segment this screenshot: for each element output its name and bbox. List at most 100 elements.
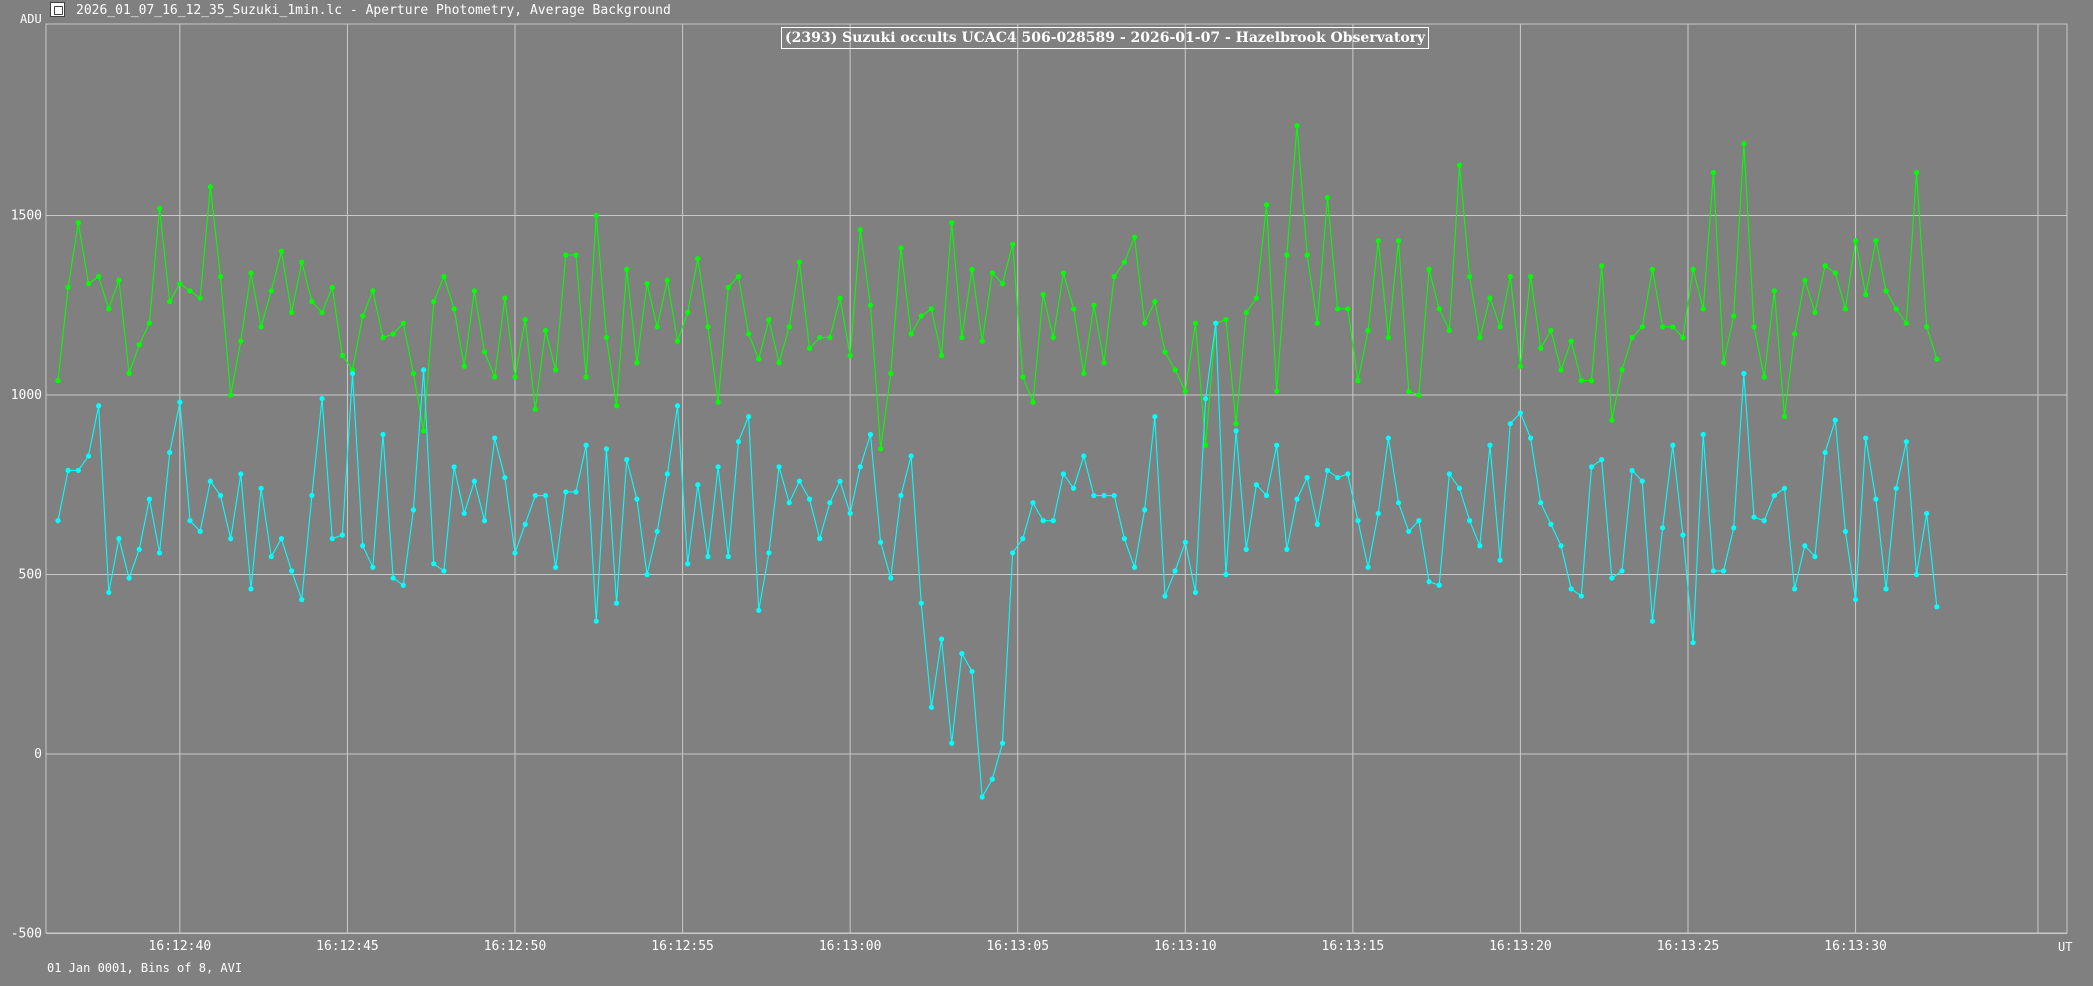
comparison-point (685, 309, 691, 316)
comparison-point (766, 317, 772, 323)
target-point (299, 597, 305, 603)
target-point (1101, 492, 1107, 499)
target-point (1050, 518, 1056, 524)
comparison-point (1121, 259, 1127, 265)
comparison-point (1487, 295, 1493, 301)
target-point (644, 571, 650, 578)
target-point (1020, 536, 1026, 542)
comparison-point (96, 273, 102, 280)
comparison-point (461, 363, 467, 369)
comparison-point (1355, 378, 1361, 384)
target-point (674, 403, 681, 409)
target-point (1314, 521, 1320, 527)
target-point (1395, 500, 1402, 506)
comparison-point (228, 392, 234, 398)
comparison-point (817, 334, 823, 341)
target-point (1040, 518, 1046, 524)
target-point (553, 564, 559, 570)
comparison-point (278, 248, 285, 254)
target-point (1781, 485, 1788, 491)
target-point (1446, 471, 1452, 477)
target-point (1284, 546, 1290, 552)
comparison-point (329, 284, 335, 290)
target-point (1192, 589, 1199, 596)
target-point (1629, 467, 1635, 473)
target-point (187, 518, 193, 524)
target-point (339, 532, 345, 538)
target-point (410, 507, 417, 513)
target-point (786, 500, 792, 506)
target-point (1131, 564, 1138, 570)
window-title: 2026_01_07_16_12_35_Suzuki_1min.lc - Ape… (76, 3, 671, 18)
target-point (806, 496, 813, 502)
target-point (197, 528, 203, 535)
comparison-point (471, 288, 477, 294)
comparison-point (1070, 306, 1077, 312)
comparison-point (502, 295, 508, 301)
comparison-point (522, 317, 528, 323)
target-point (634, 496, 640, 502)
comparison-point (238, 338, 244, 344)
target-point (238, 471, 244, 477)
target-point (938, 636, 945, 642)
target-point (481, 518, 488, 524)
comparison-point (1883, 288, 1889, 294)
comparison-point (1456, 162, 1463, 168)
target-point (1243, 546, 1249, 552)
grid-layer (45, 23, 2068, 934)
comparison-point (573, 252, 579, 258)
target-point (563, 489, 569, 495)
comparison-point (85, 281, 92, 287)
comparison-point (1203, 442, 1209, 448)
comparison-point (867, 302, 874, 308)
target-point (735, 439, 742, 445)
target-point (817, 536, 823, 542)
comparison-point (1263, 202, 1270, 208)
x-tick-label: 16:13:15 (1322, 939, 1385, 954)
target-point (1832, 417, 1838, 423)
comparison-point (1934, 356, 1940, 362)
comparison-point (969, 266, 975, 272)
comparison-point (664, 277, 670, 283)
target-point (1883, 586, 1889, 592)
comparison-point (512, 374, 518, 380)
target-point (380, 431, 386, 438)
comparison-point (1243, 309, 1249, 316)
comparison-point (1660, 324, 1666, 330)
target-point (1182, 539, 1188, 545)
comparison-point (65, 284, 71, 290)
comparison-point (1568, 338, 1574, 344)
comparison-point (1507, 273, 1513, 280)
comparison-point (309, 299, 315, 305)
comparison-point (492, 374, 498, 380)
comparison-point (796, 259, 802, 265)
target-point (593, 618, 599, 624)
comparison-point (654, 324, 660, 330)
x-tick-label: 16:12:45 (316, 939, 379, 954)
target-point (857, 464, 863, 470)
target-point (360, 543, 366, 549)
target-point (400, 582, 406, 588)
comparison-point (1680, 334, 1686, 341)
target-point (116, 536, 122, 542)
target-point (461, 510, 467, 517)
target-point (979, 794, 985, 800)
comparison-point (1233, 421, 1239, 427)
comparison-point (156, 205, 163, 211)
target-point (1863, 435, 1869, 441)
comparison-point (1365, 327, 1371, 333)
target-point (55, 518, 61, 524)
comparison-point (1467, 273, 1473, 280)
target-point (248, 586, 254, 592)
comparison-point (1629, 334, 1635, 341)
target-point (878, 539, 884, 545)
comparison-point (938, 352, 945, 359)
comparison-point (715, 399, 721, 405)
target-point (1680, 532, 1686, 538)
target-point (1111, 492, 1117, 499)
target-point (1771, 492, 1777, 499)
comparison-point (959, 334, 965, 341)
comparison-point (1345, 306, 1351, 312)
target-point (918, 600, 924, 606)
